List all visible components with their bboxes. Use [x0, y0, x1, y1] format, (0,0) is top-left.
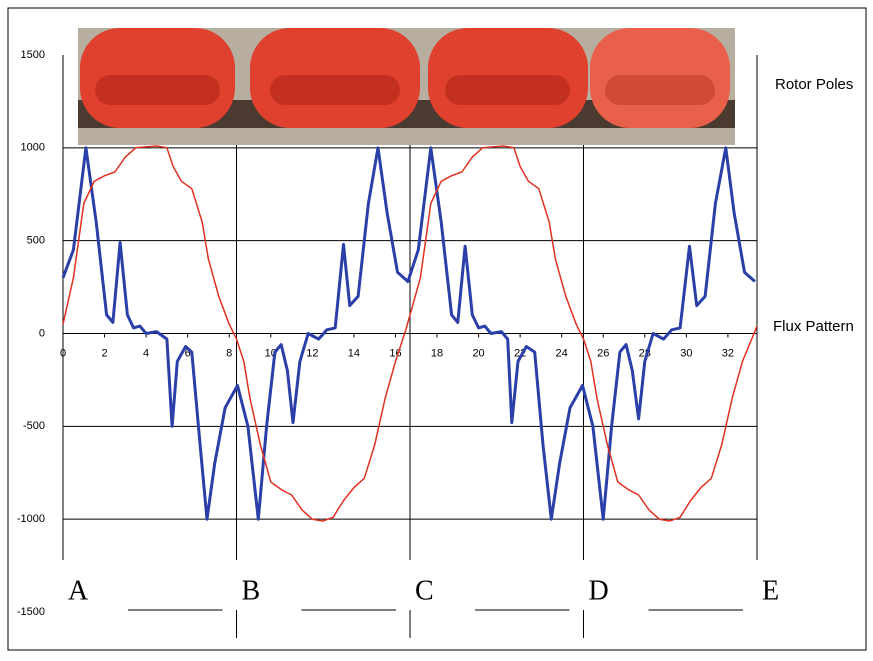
section-label: A: [68, 575, 89, 606]
y-tick-label: -1000: [17, 513, 45, 525]
x-tick-label: 26: [597, 347, 609, 359]
x-tick-label: 4: [143, 347, 149, 359]
series-line: [61, 146, 756, 521]
x-tick-label: 2: [101, 347, 107, 359]
x-tick-label: 20: [472, 347, 484, 359]
x-tick-label: 18: [431, 347, 443, 359]
y-tick-label: 0: [39, 327, 45, 339]
series-line: [62, 145, 758, 522]
curve-label: Flux Pattern: [773, 318, 854, 335]
y-tick-label: 1000: [21, 142, 45, 154]
x-tick-label: 30: [680, 347, 692, 359]
section-label: C: [415, 575, 434, 606]
x-tick-label: 14: [348, 347, 360, 359]
rotor-photo: [78, 28, 735, 145]
y-tick-label: -500: [23, 420, 45, 432]
x-tick-label: 12: [306, 347, 318, 359]
x-tick-label: 8: [226, 347, 232, 359]
y-tick-label: 1500: [21, 49, 45, 61]
section-label: D: [589, 575, 609, 606]
x-tick-label: 32: [722, 347, 734, 359]
x-tick-label: 6: [185, 347, 191, 359]
section-label: B: [242, 575, 261, 606]
section-label: E: [762, 575, 779, 606]
y-tick-label: -1500: [17, 606, 45, 618]
x-tick-label: 24: [556, 347, 568, 359]
y-tick-label: 500: [27, 235, 45, 247]
photo-label: Rotor Poles: [775, 76, 853, 93]
